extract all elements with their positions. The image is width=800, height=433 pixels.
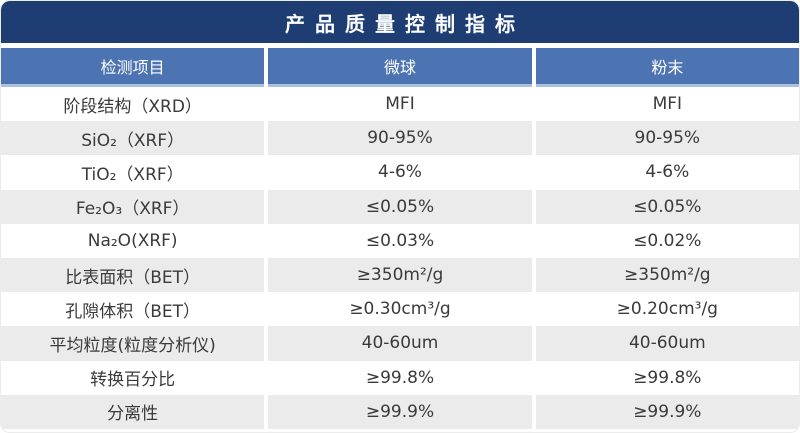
row-test-item-label: 阶段结构（XRD） — [1, 87, 265, 122]
row-powder-value: ≤0.02% — [535, 223, 799, 258]
table-row: 平均粒度(粒度分析仪) 40-60um 40-60um — [1, 326, 799, 361]
row-powder-value: ≥99.8% — [535, 360, 799, 395]
row-microsphere-value: ≥0.30cm³/g — [268, 292, 532, 327]
row-test-item-label: 转换百分比 — [1, 360, 265, 395]
table-title-bar: 产品质量控制指标 — [1, 1, 799, 43]
table-row: 阶段结构（XRD） MFI MFI — [1, 87, 799, 122]
row-microsphere-value: ≥350m²/g — [268, 257, 532, 293]
table-body: 阶段结构（XRD） MFI MFI SiO₂（XRF） 90-95% 90-95… — [1, 87, 799, 429]
row-powder-value: ≥350m²/g — [535, 257, 799, 293]
table-row: SiO₂（XRF） 90-95% 90-95% — [1, 121, 799, 156]
row-test-item-label: 比表面积（BET） — [1, 257, 265, 293]
row-test-item-label: TiO₂（XRF） — [1, 155, 265, 190]
row-microsphere-value: 90-95% — [268, 121, 532, 156]
row-test-item-label: Fe₂O₃（XRF） — [1, 189, 265, 224]
row-powder-value: ≥0.20cm³/g — [535, 292, 799, 327]
table-row: TiO₂（XRF） 4-6% 4-6% — [1, 155, 799, 190]
table-row: Fe₂O₃（XRF） ≤0.05% ≤0.05% — [1, 189, 799, 224]
column-header-microsphere: 微球 — [268, 48, 532, 87]
row-test-item-label: SiO₂（XRF） — [1, 121, 265, 156]
row-microsphere-value: ≥99.9% — [268, 394, 532, 429]
row-microsphere-value: ≤0.03% — [268, 223, 532, 258]
table-row: 孔隙体积（BET） ≥0.30cm³/g ≥0.20cm³/g — [1, 292, 799, 327]
row-test-item-label: 孔隙体积（BET） — [1, 292, 265, 327]
row-microsphere-value: 40-60um — [268, 326, 532, 361]
row-microsphere-value: MFI — [268, 87, 532, 122]
table-row: Na₂O(XRF) ≤0.03% ≤0.02% — [1, 223, 799, 258]
table-title: 产品质量控制指标 — [285, 11, 525, 36]
row-powder-value: MFI — [535, 87, 799, 122]
table-row: 分离性 ≥99.9% ≥99.9% — [1, 394, 799, 429]
row-powder-value: 4-6% — [535, 155, 799, 190]
row-powder-value: ≤0.05% — [535, 189, 799, 224]
row-powder-value: ≥99.9% — [535, 394, 799, 429]
row-test-item-label: Na₂O(XRF) — [1, 223, 265, 258]
row-test-item-label: 平均粒度(粒度分析仪) — [1, 326, 265, 361]
row-test-item-label: 分离性 — [1, 394, 265, 429]
table-row: 转换百分比 ≥99.8% ≥99.8% — [1, 360, 799, 395]
row-powder-value: 90-95% — [535, 121, 799, 156]
row-microsphere-value: ≥99.8% — [268, 360, 532, 395]
table-row: 比表面积（BET） ≥350m²/g ≥350m²/g — [1, 257, 799, 293]
row-microsphere-value: ≤0.05% — [268, 189, 532, 224]
table-header-row: 检测项目 微球 粉末 — [1, 48, 799, 87]
column-header-powder: 粉末 — [535, 48, 799, 87]
row-microsphere-value: 4-6% — [268, 155, 532, 190]
column-header-test-item: 检测项目 — [1, 48, 265, 87]
row-powder-value: 40-60um — [535, 326, 799, 361]
